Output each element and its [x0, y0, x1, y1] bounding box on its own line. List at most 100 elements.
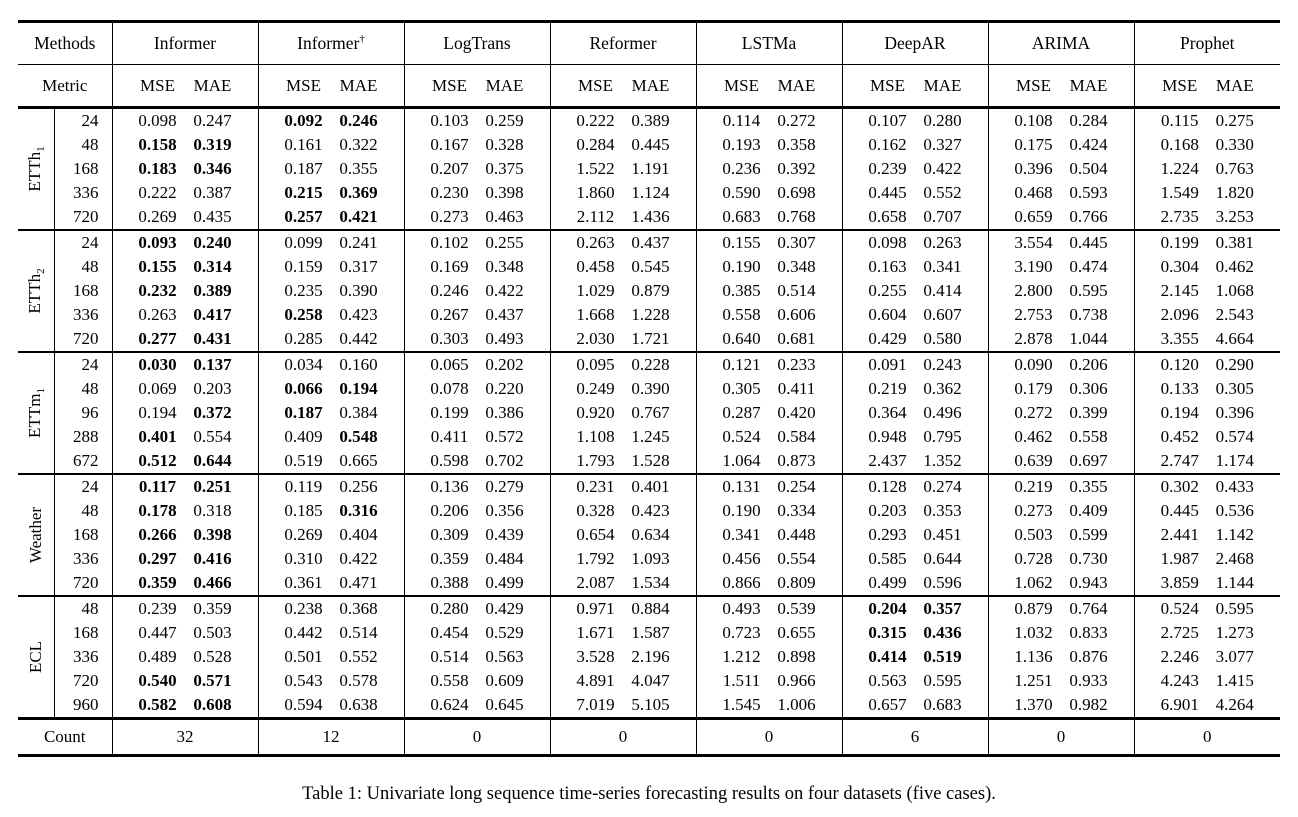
dataset-group-weather: Weather 24 0.117 0.251 0.119 0.256 0.136 0.279 0…: [18, 474, 1280, 597]
mse-value: 0.263: [138, 305, 177, 324]
mse-value: 0.287: [722, 403, 761, 422]
mse-value: 0.099: [284, 233, 323, 252]
mae-value: 0.411: [777, 379, 816, 398]
mae-value: 0.933: [1069, 671, 1108, 690]
method-header-logtrans: LogTrans: [403, 21, 550, 65]
mae-value: 0.240: [193, 233, 232, 252]
metric-label-mae: MAE: [777, 75, 816, 95]
mae-value: 0.355: [1069, 477, 1108, 496]
metric-cell: 0.034 0.160: [257, 352, 404, 377]
metric-cell: 0.512 0.644: [111, 449, 258, 475]
table-row-etth2-720: 720 0.277 0.431 0.285 0.442 0.303 0.493 2.030 1.…: [18, 327, 1280, 353]
mae-value: 0.357: [923, 599, 962, 618]
horizon-value: 24: [53, 230, 112, 255]
mse-value: 0.167: [430, 135, 469, 154]
metric-cell: 0.590 0.698: [695, 181, 842, 205]
count-value-arima: 0: [987, 717, 1134, 756]
mse-value: 0.199: [1160, 233, 1199, 252]
mae-value: 0.322: [339, 135, 378, 154]
mae-value: 1.006: [777, 695, 816, 714]
mse-value: 0.187: [284, 403, 323, 422]
metric-cell: 1.511 0.966: [695, 669, 842, 693]
mae-value: 0.384: [339, 403, 378, 422]
mae-value: 0.422: [339, 549, 378, 568]
metric-cell: 0.246 0.422: [403, 279, 550, 303]
metric-cell: 0.095 0.228: [549, 352, 696, 377]
mse-value: 3.190: [1014, 257, 1053, 276]
horizon-value: 168: [53, 157, 112, 181]
mae-value: 0.228: [631, 355, 670, 374]
horizon-value: 288: [53, 425, 112, 449]
mae-value: 1.721: [631, 329, 670, 348]
mae-value: 0.707: [923, 207, 962, 226]
mse-value: 1.064: [722, 451, 761, 470]
mae-value: 0.247: [193, 111, 232, 130]
mse-value: 0.114: [722, 111, 761, 130]
metric-cell: 0.093 0.240: [111, 230, 258, 255]
mae-value: 0.389: [631, 111, 670, 130]
metric-cell: 3.190 0.474: [987, 255, 1134, 279]
horizon-value: 168: [53, 279, 112, 303]
mse-value: 0.239: [138, 599, 177, 618]
mae-value: 1.245: [631, 427, 670, 446]
mae-value: 0.206: [1069, 355, 1108, 374]
mae-value: 0.220: [485, 379, 524, 398]
mae-value: 2.543: [1215, 305, 1254, 324]
mae-value: 0.596: [923, 573, 962, 592]
mae-value: 0.330: [1215, 135, 1254, 154]
mse-value: 0.512: [138, 451, 177, 470]
mae-value: 0.431: [193, 329, 232, 348]
mae-value: 0.246: [339, 111, 378, 130]
horizon-value: 168: [53, 621, 112, 645]
metric-cell: 0.159 0.317: [257, 255, 404, 279]
metric-cell: 1.064 0.873: [695, 449, 842, 475]
dataset-label: ECL: [25, 640, 45, 674]
metric-cell: 0.879 0.764: [987, 596, 1134, 621]
mae-value: 0.437: [485, 305, 524, 324]
mse-value: 0.098: [868, 233, 907, 252]
metric-cell: 0.304 0.462: [1133, 255, 1280, 279]
horizon-value: 336: [53, 645, 112, 669]
metric-cell: 0.454 0.529: [403, 621, 550, 645]
metric-cell: 0.639 0.697: [987, 449, 1134, 475]
mae-value: 1.174: [1215, 451, 1254, 470]
mse-value: 3.355: [1160, 329, 1199, 348]
mse-value: 0.236: [722, 159, 761, 178]
mae-value: 0.574: [1215, 427, 1254, 446]
table-row-etth1-336: 336 0.222 0.387 0.215 0.369 0.230 0.398 1.860 1.…: [18, 181, 1280, 205]
dataset-group-ettm1: ETTm1 24 0.030 0.137 0.034 0.160 0.065 0.202 0.0…: [18, 352, 1280, 475]
metric-cell: 0.199 0.381: [1133, 230, 1280, 255]
metric-header-pair: MSE MAE: [987, 64, 1134, 109]
mse-value: 0.194: [1160, 403, 1199, 422]
mae-value: 1.587: [631, 623, 670, 642]
mse-value: 0.728: [1014, 549, 1053, 568]
metric-cell: 0.445 0.552: [841, 181, 988, 205]
metric-header-pair: MSE MAE: [403, 64, 550, 109]
mae-value: 0.499: [485, 573, 524, 592]
mse-value: 0.594: [284, 695, 323, 714]
dataset-group-etth1: ETTh1 24 0.098 0.247 0.092 0.246 0.103 0.259 0.2…: [18, 107, 1280, 231]
mae-value: 0.355: [339, 159, 378, 178]
metric-cell: 0.604 0.607: [841, 303, 988, 327]
metric-cell: 0.115 0.275: [1133, 107, 1280, 133]
horizon-value: 336: [53, 181, 112, 205]
metric-cell: 0.238 0.368: [257, 596, 404, 621]
mse-value: 0.524: [722, 427, 761, 446]
metric-label-mse: MSE: [724, 75, 759, 95]
mse-value: 0.866: [722, 573, 761, 592]
mse-value: 1.062: [1014, 573, 1053, 592]
count-value-informer-dagger: 12: [257, 717, 404, 756]
metric-cell: 1.032 0.833: [987, 621, 1134, 645]
metric-cell: 0.273 0.409: [987, 499, 1134, 523]
mae-value: 0.348: [777, 257, 816, 276]
mse-value: 0.489: [138, 647, 177, 666]
mae-value: 0.327: [923, 135, 962, 154]
mse-value: 2.145: [1160, 281, 1199, 300]
mse-value: 0.162: [868, 135, 907, 154]
mse-value: 0.272: [1014, 403, 1053, 422]
mae-value: 3.253: [1215, 207, 1254, 226]
metric-label-mae: MAE: [485, 75, 524, 95]
mae-value: 1.436: [631, 207, 670, 226]
metric-cell: 3.355 4.664: [1133, 327, 1280, 353]
